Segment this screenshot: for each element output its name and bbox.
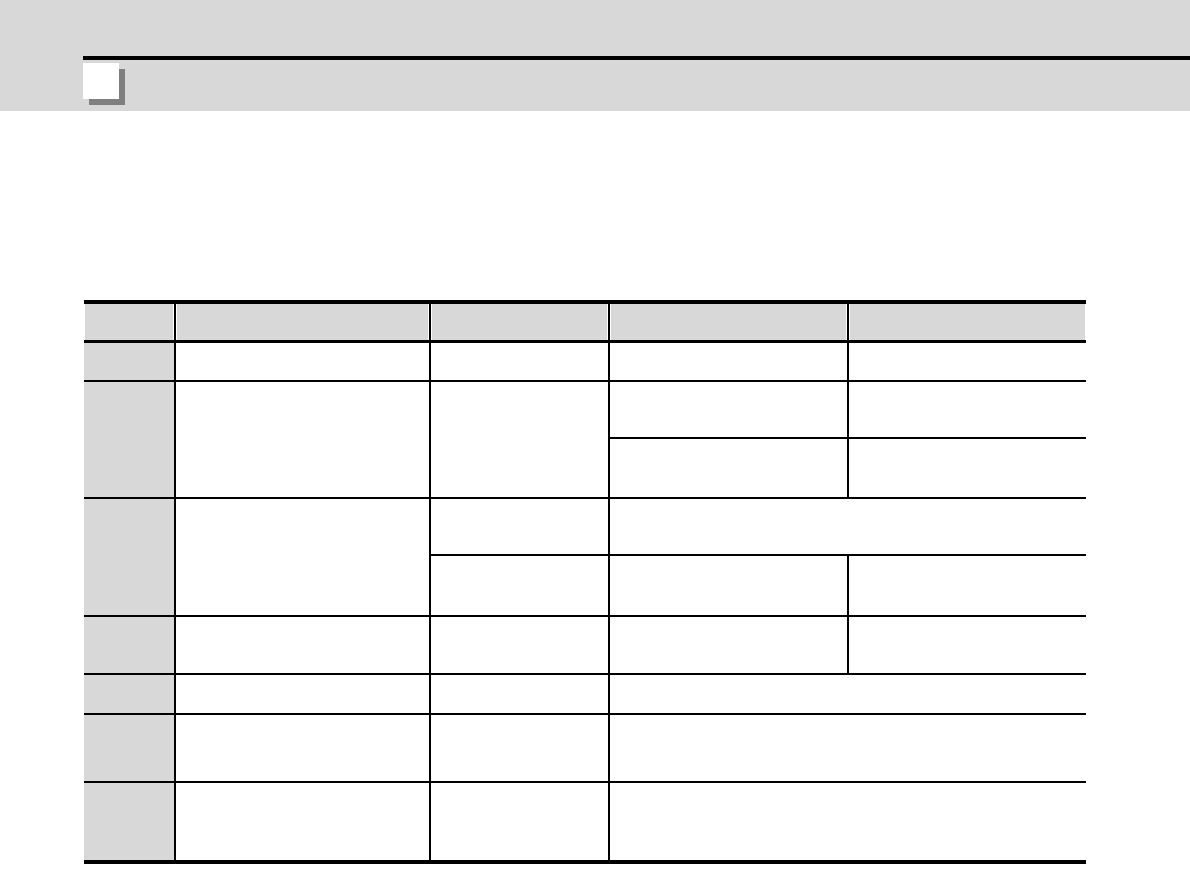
table-cell [174,340,431,382]
row-label-cell [84,615,176,675]
row-5 [84,673,1086,715]
top-banner [0,0,1190,111]
row-1 [84,340,1086,382]
table-cell [608,380,849,439]
table-cell [429,340,610,382]
table-cell [429,673,610,715]
section-marker-icon [83,63,125,105]
row-3b [84,554,1086,617]
header-cell [84,301,176,343]
table-cell [608,615,849,675]
table-cell [608,497,1086,556]
table-cell [429,497,610,556]
table-cell [608,340,849,382]
table-cell [608,437,849,499]
header-cell [608,301,849,343]
table-cell [429,713,610,783]
row-2b [84,437,1086,499]
table-cell [174,380,431,499]
row-label-cell [84,673,176,715]
header-cell [429,301,610,343]
spec-table-body [84,340,1086,863]
row-label-cell [84,340,176,382]
row-label-cell [84,497,176,617]
row-6 [84,713,1086,783]
table-cell [429,781,610,863]
header-cell [174,301,431,343]
spec-table [84,300,1086,864]
table-cell [608,781,1086,863]
table-cell [429,615,610,675]
table-cell [847,340,1086,382]
row-2a [84,380,1086,499]
banner-rule [83,56,1190,60]
table-cell [847,615,1086,675]
row-3a [84,497,1086,617]
table-cell [608,554,849,617]
header-row [84,301,1086,343]
table-cell [847,437,1086,499]
row-label-cell [84,380,176,499]
table-cell [847,554,1086,617]
spec-table-head [84,301,1086,343]
table-cell [174,673,431,715]
table-cell [174,713,431,783]
table-cell [608,713,1086,783]
row-label-cell [84,781,176,863]
section-marker-face [83,63,119,99]
table-cell [847,380,1086,439]
table-cell [174,497,431,617]
table-cell [429,554,610,617]
row-7 [84,781,1086,863]
table-cell [174,781,431,863]
header-cell [847,301,1086,343]
table-cell [429,380,610,499]
table-cell [608,673,1086,715]
row-4 [84,615,1086,675]
table-cell [174,615,431,675]
spec-table-container [84,300,1086,864]
row-label-cell [84,713,176,783]
